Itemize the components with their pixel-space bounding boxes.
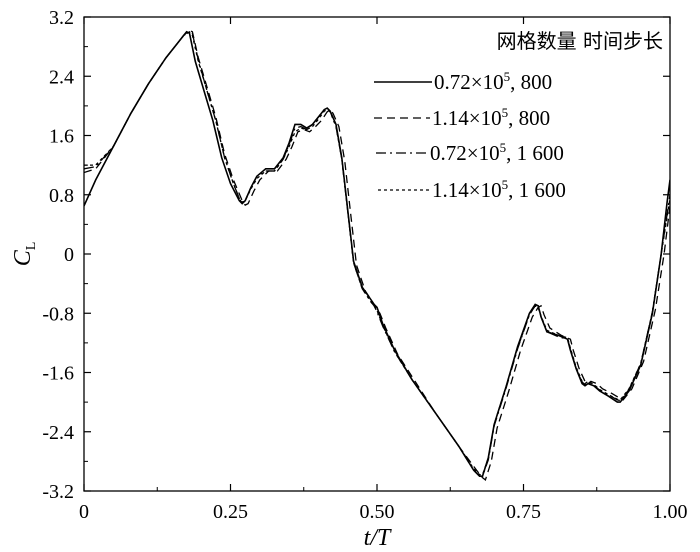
legend-label-1: 0.72×105, 800	[434, 69, 552, 94]
plot-frame	[83, 16, 671, 492]
legend-title: 网格数量 时间步长	[497, 29, 663, 53]
y-tick-label: 1.6	[49, 126, 74, 148]
plot-area	[84, 29, 670, 481]
y-tick-label: -0.8	[42, 303, 74, 325]
legend: 网格数量 时间步长 0.72×105, 800 1.14×105, 800 0.72×…	[374, 29, 663, 202]
y-tick-label: 0	[64, 244, 74, 266]
y-tick-label: -3.2	[42, 481, 74, 503]
y-tick-label: -1.6	[42, 363, 74, 385]
series-line-3	[84, 31, 670, 477]
y-tick-label: 0.8	[49, 185, 74, 207]
series-line-1	[84, 30, 670, 477]
y-tick-label: -2.4	[42, 422, 74, 444]
legend-label-3: 0.72×105, 1 600	[430, 140, 564, 165]
series-line-4	[84, 30, 670, 476]
y-tick-label: 2.4	[49, 66, 74, 88]
x-tick-label: 0	[79, 501, 89, 523]
x-tick-label: 0.50	[360, 501, 395, 523]
axes: 3.22.41.60.80-0.8-1.6-2.4-3.20 0.25 0.50 0.…	[42, 7, 687, 523]
legend-label-4: 1.14×105, 1 600	[432, 177, 566, 202]
x-tick-label: 1.00	[653, 501, 688, 523]
y-tick-label: 3.2	[49, 7, 74, 29]
x-tick-label: 0.75	[506, 501, 541, 523]
y-axis-title: CL	[10, 242, 39, 267]
series-line-2	[84, 29, 670, 481]
x-tick-label: 0.25	[213, 501, 248, 523]
legend-label-2: 1.14×105, 800	[432, 105, 550, 130]
x-axis-title: t/T	[364, 525, 392, 551]
